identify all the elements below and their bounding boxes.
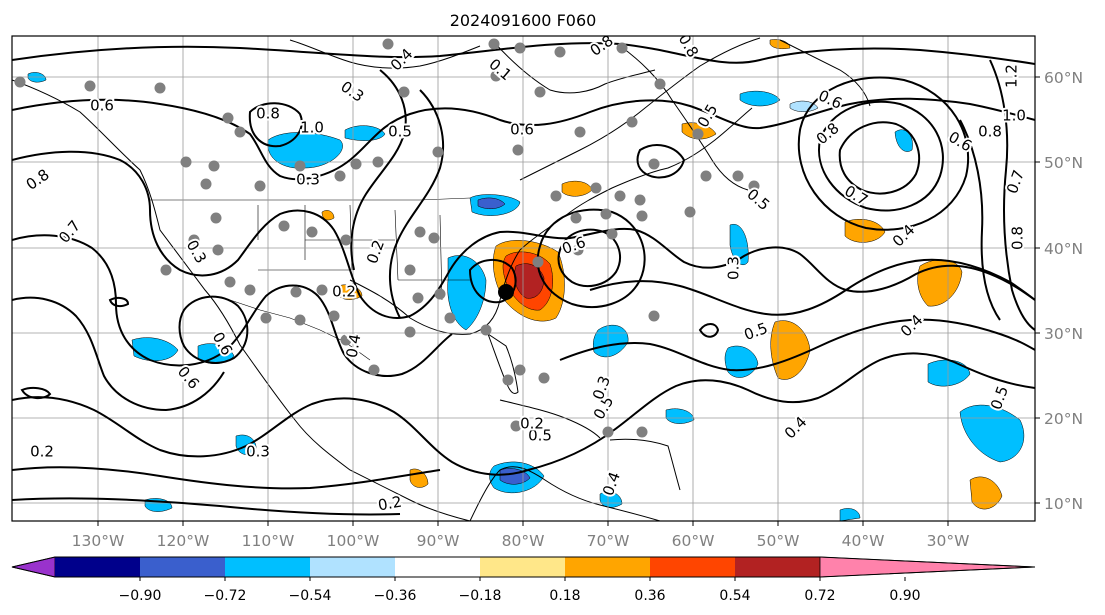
figure-title: 2024091600 F060 (450, 11, 597, 30)
colorbar-outline (11, 556, 1036, 578)
contour-label: 0.6 (90, 97, 114, 115)
longitude-label: 40°W (842, 532, 885, 550)
latitude-label: 10°N (1044, 495, 1083, 513)
contour-label: 1.0 (1002, 107, 1026, 125)
latitude-label: 40°N (1044, 240, 1083, 258)
contour-label: 0.3 (725, 256, 743, 280)
colorbar-segment (225, 557, 310, 577)
contour-label: 0.5 (528, 427, 552, 445)
contour-label: 0.5 (388, 123, 412, 141)
colorbar-tick-label: 0.90 (889, 588, 920, 604)
contour-label: 1.0 (300, 119, 324, 137)
contour-label: 0.8 (1009, 226, 1027, 250)
latitude-label: 30°N (1044, 325, 1083, 343)
colorbar-segment (480, 557, 565, 577)
contour-label: 0.2 (30, 443, 54, 461)
colorbar-tick-label: −0.36 (374, 588, 417, 604)
colorbar-segment (55, 557, 140, 577)
colorbar-tick-label: 0.72 (804, 588, 835, 604)
colorbar-tick-label: −0.18 (459, 588, 502, 604)
longitude-label: 60°W (672, 532, 715, 550)
latitude-label: 60°N (1044, 69, 1083, 87)
colorbar-segment (11, 556, 56, 578)
longitude-label: 120°W (157, 532, 210, 550)
longitude-labels: 130°W 120°W 110°W 100°W 90°W 80°W 70°W 60°W 50°W… (72, 532, 970, 550)
contour-label: 0.8 (978, 123, 1002, 141)
colorbar-tick-labels: −0.90 −0.72 −0.54 −0.36 −0.18 0.18 0.36 0.54 0.7… (119, 577, 921, 604)
latitude-label: 50°N (1044, 154, 1083, 172)
contour-label: 0.2 (332, 283, 356, 301)
contour-label: 0.3 (246, 443, 270, 461)
colorbar-tick-label: −0.72 (204, 588, 247, 604)
colorbar-tick-label: −0.54 (289, 588, 332, 604)
longitude-label: 70°W (587, 532, 630, 550)
colorbar-tick-label: 0.18 (549, 588, 580, 604)
contour-lines (12, 42, 1035, 516)
shaded-fields (27, 39, 1025, 521)
colorbar-tick-label: −0.90 (119, 588, 162, 604)
longitude-label: 130°W (72, 532, 125, 550)
colorbar (11, 556, 1036, 578)
colorbar-tick-label: 0.36 (634, 588, 665, 604)
tick-marks (97, 76, 1040, 526)
colorbar-segment (819, 556, 1036, 578)
colorbar-segment (735, 557, 820, 577)
colorbar-tick-label: 0.54 (719, 588, 750, 604)
colorbar-segment (140, 557, 225, 577)
colorbar-segment (310, 557, 395, 577)
longitude-label: 100°W (327, 532, 380, 550)
longitude-label: 110°W (242, 532, 295, 550)
longitude-label: 90°W (417, 532, 460, 550)
contour-label: 0.8 (256, 105, 280, 123)
contour-label: 0.3 (296, 171, 320, 189)
contour-label: 0.2 (520, 415, 544, 433)
map-panel: 0.60.80.70.30.81.00.40.30.5 0.60.10.8 0.80… (12, 36, 1035, 521)
longitude-label: 50°W (757, 532, 800, 550)
latitude-label: 20°N (1044, 410, 1083, 428)
station-markers (14, 38, 760, 438)
contour-label: 1.2 (1003, 64, 1021, 88)
colorbar-segment (565, 557, 650, 577)
contour-label: 0.6 (510, 121, 534, 139)
latitude-labels: 60°N 50°N 40°N 30°N 20°N 10°N (1044, 69, 1083, 513)
longitude-label: 80°W (502, 532, 545, 550)
colorbar-segment (395, 557, 480, 577)
colorbar-segment (650, 557, 735, 577)
low-pressure-center (498, 284, 514, 300)
longitude-label: 30°W (927, 532, 970, 550)
